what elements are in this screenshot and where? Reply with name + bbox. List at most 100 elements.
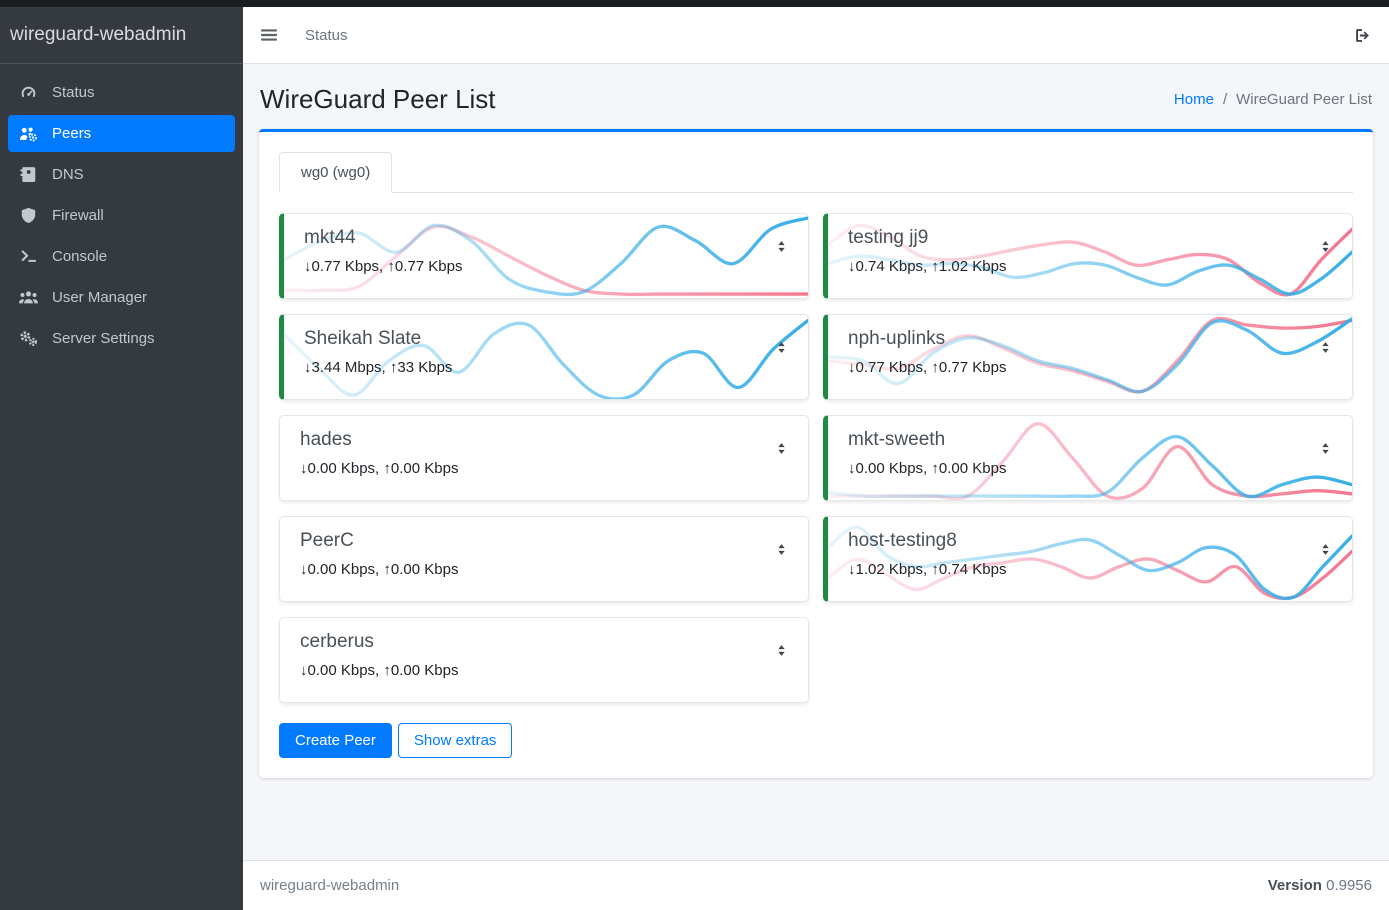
page-title: WireGuard Peer List	[260, 84, 496, 114]
peer-card-host-testing8[interactable]: host-testing8 ↓1.02 Kbps, ↑0.74 Kbps	[823, 516, 1353, 602]
traffic-sparkline	[280, 696, 808, 700]
arrow-up-icon: ↑	[931, 258, 939, 275]
peer-card-mkt44[interactable]: mkt44 ↓0.77 Kbps, ↑0.77 Kbps	[279, 213, 809, 299]
sidebar-item-peers[interactable]: Peers	[8, 115, 235, 152]
terminal-icon	[17, 248, 39, 265]
app-root: wireguard-webadmin Status Peers DNS Firewal…	[0, 7, 1389, 910]
arrow-up-icon: ↑	[931, 359, 939, 376]
peer-card-sheikah-slate[interactable]: Sheikah Slate ↓3.44 Mbps, ↑33 Kbps	[279, 314, 809, 400]
tab-wg0[interactable]: wg0 (wg0)	[279, 152, 393, 193]
peer-card-mkt-sweeth[interactable]: mkt-sweeth ↓0.00 Kbps, ↑0.00 Kbps	[823, 415, 1353, 501]
peer-traffic-stats: ↓0.00 Kbps, ↑0.00 Kbps	[300, 460, 459, 477]
breadcrumb: Home / WireGuard Peer List	[1174, 91, 1372, 108]
peer-grid: mkt44 ↓0.77 Kbps, ↑0.77 Kbps Sheikah Slate…	[279, 213, 1353, 703]
footer-version-value: 0.9956	[1326, 877, 1372, 894]
peer-card-peerc[interactable]: PeerC ↓0.00 Kbps, ↑0.00 Kbps	[279, 516, 809, 602]
arrow-up-icon: ↑	[389, 359, 398, 376]
traffic-sparkline	[828, 316, 1352, 394]
sidebar-item-user-manager[interactable]: User Manager	[8, 279, 235, 316]
top-navbar: Status	[243, 7, 1389, 64]
sort-icon[interactable]	[1318, 340, 1333, 355]
peer-name: mkt44	[304, 227, 356, 248]
arrow-up-icon: ↑	[383, 662, 391, 679]
arrow-down-icon: ↓	[848, 561, 856, 578]
sidebar-item-label: Status	[52, 84, 95, 101]
sidebar-item-dns[interactable]: DNS	[8, 156, 235, 193]
traffic-sparkline	[828, 223, 1352, 297]
sort-icon[interactable]	[1318, 239, 1333, 254]
arrow-down-icon: ↓	[304, 359, 312, 376]
sidebar-item-label: Firewall	[52, 207, 104, 224]
peer-card-nph-uplinks[interactable]: nph-uplinks ↓0.77 Kbps, ↑0.77 Kbps	[823, 314, 1353, 400]
peer-actions: Create Peer Show extras	[279, 723, 1353, 758]
arrow-up-icon: ↑	[931, 561, 939, 578]
sidebar-item-label: User Manager	[52, 289, 148, 306]
gauge-icon	[17, 84, 39, 101]
users-gear-icon	[17, 125, 39, 142]
sidebar: wireguard-webadmin Status Peers DNS Firewal…	[0, 7, 243, 910]
peer-name: PeerC	[300, 530, 354, 551]
peer-column-left: mkt44 ↓0.77 Kbps, ↑0.77 Kbps Sheikah Slate…	[279, 213, 809, 703]
brand[interactable]: wireguard-webadmin	[0, 7, 243, 64]
peer-traffic-stats: ↓0.74 Kbps, ↑1.02 Kbps	[848, 258, 1007, 275]
hamburger-icon[interactable]	[260, 26, 278, 44]
peer-name: host-testing8	[848, 530, 957, 551]
address-book-icon	[17, 166, 39, 183]
peer-list-card-body: wg0 (wg0) mkt44 ↓0.77 Kbps, ↑0.77 Kbps She…	[259, 132, 1373, 778]
sidebar-item-firewall[interactable]: Firewall	[8, 197, 235, 234]
create-peer-button[interactable]: Create Peer	[279, 723, 392, 758]
sort-icon[interactable]	[774, 239, 789, 254]
sort-icon[interactable]	[1318, 441, 1333, 456]
peer-traffic-stats: ↓3.44 Mbps, ↑33 Kbps	[304, 359, 453, 376]
peer-traffic-stats: ↓1.02 Kbps, ↑0.74 Kbps	[848, 561, 1007, 578]
breadcrumb-separator: /	[1222, 91, 1228, 108]
users-icon	[17, 289, 39, 306]
peer-name: Sheikah Slate	[304, 328, 422, 349]
sort-icon[interactable]	[774, 542, 789, 557]
content-header: WireGuard Peer List Home / WireGuard Peer …	[243, 64, 1389, 129]
footer-version-label: Version	[1267, 877, 1322, 894]
arrow-down-icon: ↓	[300, 460, 308, 477]
arrow-down-icon: ↓	[304, 258, 312, 275]
sidebar-item-status[interactable]: Status	[8, 74, 235, 111]
peer-card-hades[interactable]: hades ↓0.00 Kbps, ↑0.00 Kbps	[279, 415, 809, 501]
peer-card-cerberus[interactable]: cerberus ↓0.00 Kbps, ↑0.00 Kbps	[279, 617, 809, 703]
sidebar-item-label: DNS	[52, 166, 84, 183]
sort-icon[interactable]	[774, 340, 789, 355]
arrow-down-icon: ↓	[300, 662, 308, 679]
sidebar-item-console[interactable]: Console	[8, 238, 235, 275]
peer-name: hades	[300, 429, 352, 450]
sidebar-menu: Status Peers DNS Firewall Console User Manage…	[0, 64, 243, 371]
traffic-sparkline	[284, 318, 808, 399]
arrow-down-icon: ↓	[848, 258, 856, 275]
peer-name: testing jj9	[848, 227, 929, 248]
breadcrumb-home-link[interactable]: Home	[1173, 91, 1214, 108]
sort-icon[interactable]	[1318, 542, 1333, 557]
traffic-sparkline	[280, 595, 808, 599]
peer-list-card: wg0 (wg0) mkt44 ↓0.77 Kbps, ↑0.77 Kbps She…	[259, 129, 1373, 778]
sort-icon[interactable]	[774, 441, 789, 456]
peer-name: cerberus	[300, 631, 374, 652]
navbar-status-link[interactable]: Status	[305, 26, 348, 44]
peer-traffic-stats: ↓0.77 Kbps, ↑0.77 Kbps	[848, 359, 1007, 376]
arrow-up-icon: ↑	[387, 258, 395, 275]
sign-out-icon[interactable]	[1353, 27, 1372, 44]
sidebar-item-label: Server Settings	[52, 330, 155, 347]
show-extras-button[interactable]: Show extras	[397, 723, 513, 758]
arrow-down-icon: ↓	[848, 460, 856, 477]
peer-traffic-stats: ↓0.00 Kbps, ↑0.00 Kbps	[848, 460, 1007, 477]
peer-card-testing-jj9[interactable]: testing jj9 ↓0.74 Kbps, ↑1.02 Kbps	[823, 213, 1353, 299]
footer-app-name: wireguard-webadmin	[260, 877, 400, 894]
shield-icon	[17, 207, 39, 224]
sort-icon[interactable]	[774, 643, 789, 658]
arrow-down-icon: ↓	[300, 561, 308, 578]
arrow-up-icon: ↑	[931, 460, 939, 477]
interface-tabs: wg0 (wg0)	[279, 152, 1353, 193]
window-edge	[0, 0, 1389, 7]
arrow-down-icon: ↓	[848, 359, 856, 376]
gears-icon	[17, 330, 39, 347]
content-area: WireGuard Peer List Home / WireGuard Peer …	[243, 64, 1389, 860]
sidebar-item-server-settings[interactable]: Server Settings	[8, 320, 235, 357]
main-column: Status WireGuard Peer List Home / WireGuar…	[243, 7, 1389, 910]
peer-name: mkt-sweeth	[848, 429, 946, 450]
